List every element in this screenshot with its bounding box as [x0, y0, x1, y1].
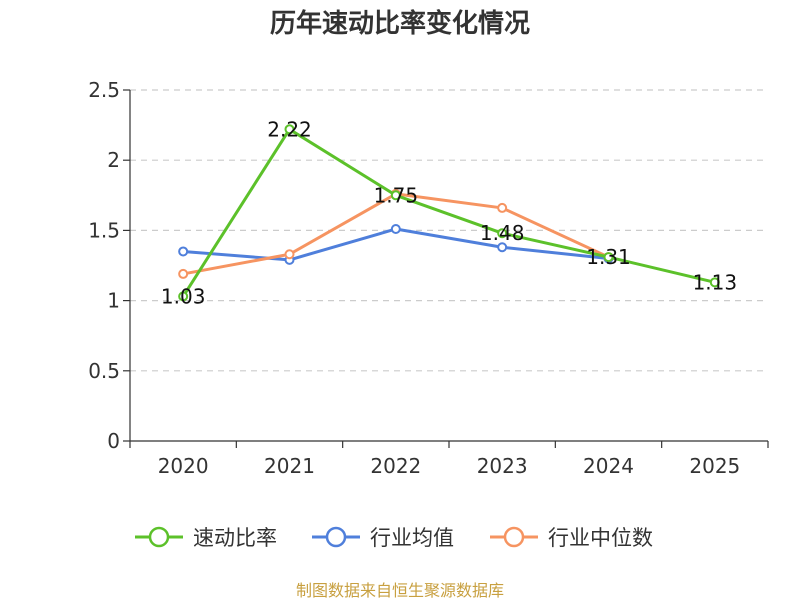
point-s1-2020 [178, 246, 189, 257]
data-label-2020: 1.03 [161, 284, 206, 308]
legend-item-2[interactable]: 行业中位数 [490, 526, 653, 550]
point-s0-2020 [178, 291, 189, 302]
legend-label-0: 速动比率 [193, 526, 277, 550]
y-tick-label-2: 1 [107, 289, 120, 313]
point-s2-2023 [497, 202, 508, 213]
data-labels: 1.03 2.22 1.75 1.48 1.31 1.13 [161, 117, 737, 308]
y-tick-label-5: 2.5 [88, 78, 120, 102]
source-note: 制图数据来自恒生聚源数据库 [296, 581, 504, 600]
data-label-2024: 1.31 [586, 245, 631, 269]
x-tick-label-2022: 2022 [370, 454, 421, 478]
legend-item-0[interactable]: 速动比率 [135, 526, 277, 550]
y-tick-label-3: 1.5 [88, 218, 120, 242]
point-s0-2023 [497, 228, 508, 239]
point-s0-2021 [284, 124, 295, 135]
y-tick-label-0: 0 [107, 429, 120, 453]
x-tick-label-2024: 2024 [583, 454, 634, 478]
legend-label-2: 行业中位数 [548, 526, 653, 550]
x-tick-label-2023: 2023 [477, 454, 528, 478]
grid [130, 89, 768, 372]
x-tick-label-2021: 2021 [264, 454, 315, 478]
point-s2-2021 [284, 249, 295, 260]
point-s2-2020 [178, 268, 189, 279]
series-layer [178, 124, 720, 302]
point-s0-2022 [390, 190, 401, 201]
series-line-0 [181, 127, 716, 298]
legend-marker-0 [148, 526, 170, 548]
legend[interactable]: 速动比率 行业均值 行业中位数 [135, 526, 653, 550]
chart-title: 历年速动比率变化情况 [270, 8, 530, 39]
y-tick-label-4: 2 [107, 148, 120, 172]
point-s1-2022 [390, 223, 401, 234]
point-s0-2025 [709, 277, 720, 288]
legend-item-1[interactable]: 行业均值 [312, 526, 454, 550]
data-label-2021: 2.22 [267, 117, 312, 141]
data-label-2022: 1.75 [374, 183, 419, 207]
y-tick-label-1: 0.5 [88, 359, 120, 383]
point-s1-2023 [497, 242, 508, 253]
legend-marker-1 [325, 526, 347, 548]
data-label-2025: 1.13 [693, 270, 738, 294]
x-tick-label-2020: 2020 [158, 454, 209, 478]
axes: 0 0.5 1 1.5 2 2.5 2020 2021 2022 2023 2024 2025 [88, 78, 769, 478]
legend-marker-2 [503, 526, 525, 548]
data-label-2023: 1.48 [480, 221, 525, 245]
x-tick-label-2025: 2025 [689, 454, 740, 478]
legend-label-1: 行业均值 [370, 526, 454, 550]
point-s0-2024 [603, 252, 614, 263]
